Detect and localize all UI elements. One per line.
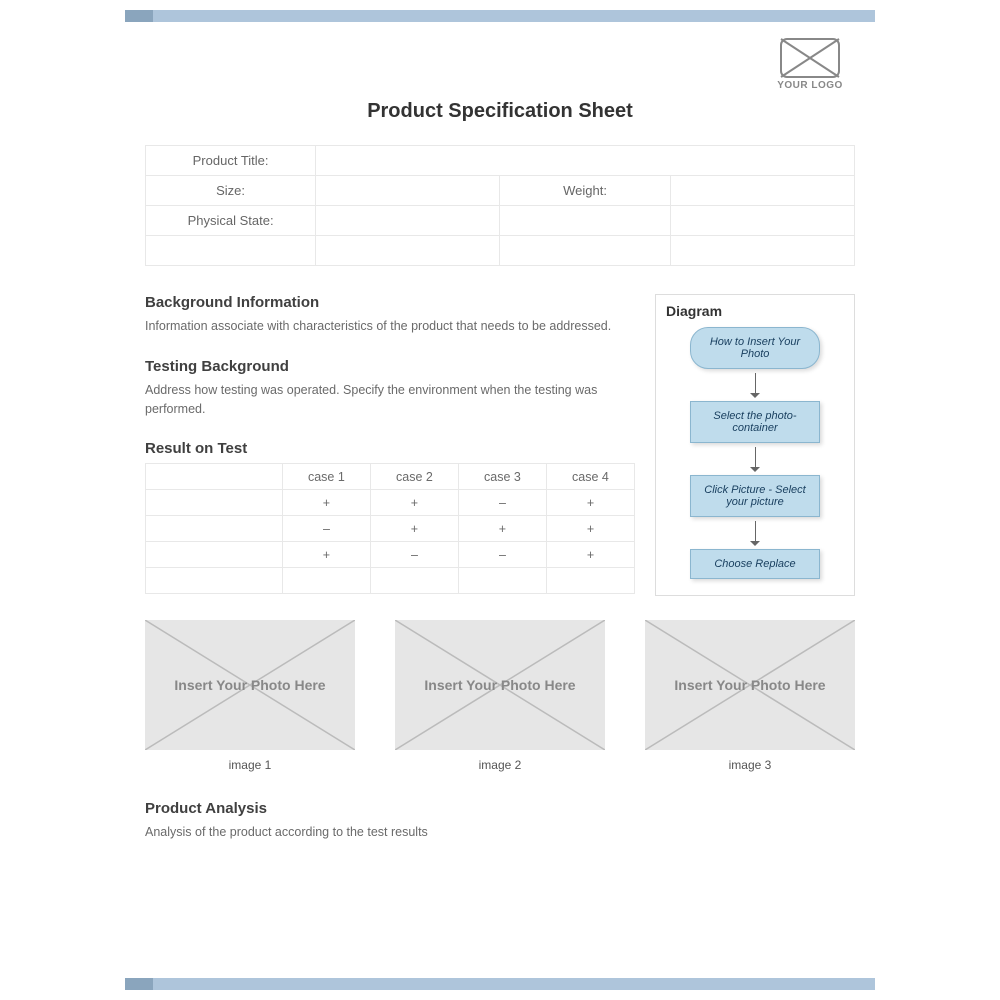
flow-node-replace: Choose Replace (690, 549, 820, 579)
photo-slot-1[interactable]: Insert Your Photo Here image 1 (145, 620, 355, 772)
photo-label-2: image 2 (395, 758, 605, 772)
results-r3c3: – (458, 542, 546, 568)
weight-value[interactable] (670, 176, 854, 206)
info-cell-empty-5[interactable] (500, 236, 670, 266)
results-r4c4 (546, 568, 634, 594)
info-cell-empty-1[interactable] (500, 206, 670, 236)
results-r1c2: + (370, 490, 458, 516)
results-r4c3 (458, 568, 546, 594)
results-row-3-label (146, 542, 283, 568)
flow-node-click: Click Picture - Select your picture (690, 475, 820, 517)
background-heading: Background Information (145, 294, 635, 311)
results-row-2-label (146, 516, 283, 542)
analysis-body: Analysis of the product according to the… (145, 823, 855, 842)
results-r2c2: + (370, 516, 458, 542)
weight-label: Weight: (500, 176, 670, 206)
photo-slot-2[interactable]: Insert Your Photo Here image 2 (395, 620, 605, 772)
left-column: Background Information Information assoc… (145, 294, 635, 596)
results-r3c1: + (282, 542, 370, 568)
testing-body: Address how testing was operated. Specif… (145, 381, 635, 419)
diagram-heading: Diagram (666, 303, 844, 319)
results-r3c4: + (546, 542, 634, 568)
physical-state-value[interactable] (316, 206, 500, 236)
results-r1c4: + (546, 490, 634, 516)
results-r4c1 (282, 568, 370, 594)
photo-placeholder-text: Insert Your Photo Here (674, 676, 825, 694)
results-row-1-label (146, 490, 283, 516)
product-title-value[interactable] (316, 146, 855, 176)
results-row-4-label (146, 568, 283, 594)
background-body: Information associate with characteristi… (145, 317, 635, 336)
flowchart: How to Insert Your Photo Select the phot… (666, 327, 844, 579)
analysis-section: Product Analysis Analysis of the product… (145, 800, 855, 842)
results-r2c4: + (546, 516, 634, 542)
envelope-icon (780, 38, 840, 78)
photo-row: Insert Your Photo Here image 1 Insert Yo… (145, 620, 855, 772)
results-col-2: case 2 (370, 464, 458, 490)
info-table: Product Title: Size: Weight: Physical St… (145, 145, 855, 266)
info-cell-empty-6[interactable] (670, 236, 854, 266)
bottom-bar (125, 978, 875, 990)
product-title-label: Product Title: (146, 146, 316, 176)
photo-label-1: image 1 (145, 758, 355, 772)
analysis-heading: Product Analysis (145, 800, 855, 817)
info-cell-empty-4[interactable] (316, 236, 500, 266)
photo-placeholder-text: Insert Your Photo Here (174, 676, 325, 694)
arrow-icon (666, 521, 844, 549)
results-col-1: case 1 (282, 464, 370, 490)
results-r1c3: – (458, 490, 546, 516)
arrow-icon (666, 373, 844, 401)
flow-node-start: How to Insert Your Photo (690, 327, 820, 369)
testing-heading: Testing Background (145, 358, 635, 375)
results-r3c2: – (370, 542, 458, 568)
results-col-4: case 4 (546, 464, 634, 490)
results-r1c1: + (282, 490, 370, 516)
flow-node-select: Select the photo-container (690, 401, 820, 443)
arrow-icon (666, 447, 844, 475)
results-r2c3: + (458, 516, 546, 542)
diagram-box: Diagram How to Insert Your Photo Select … (655, 294, 855, 596)
physical-state-label: Physical State: (146, 206, 316, 236)
info-cell-empty-3[interactable] (146, 236, 316, 266)
info-cell-empty-2[interactable] (670, 206, 854, 236)
top-bar (125, 10, 875, 22)
size-value[interactable] (316, 176, 500, 206)
results-heading: Result on Test (145, 440, 635, 457)
results-table: case 1 case 2 case 3 case 4 + + – + – + … (145, 463, 635, 594)
logo-placeholder: YOUR LOGO (765, 38, 855, 91)
photo-slot-3[interactable]: Insert Your Photo Here image 3 (645, 620, 855, 772)
results-header-blank (146, 464, 283, 490)
results-r4c2 (370, 568, 458, 594)
page-content: YOUR LOGO Product Specification Sheet Pr… (145, 30, 855, 970)
page-title: Product Specification Sheet (145, 100, 855, 123)
results-r2c1: – (282, 516, 370, 542)
size-label: Size: (146, 176, 316, 206)
logo-label: YOUR LOGO (765, 80, 855, 91)
results-col-3: case 3 (458, 464, 546, 490)
diagram-column: Diagram How to Insert Your Photo Select … (655, 294, 855, 596)
photo-placeholder-text: Insert Your Photo Here (424, 676, 575, 694)
photo-label-3: image 3 (645, 758, 855, 772)
